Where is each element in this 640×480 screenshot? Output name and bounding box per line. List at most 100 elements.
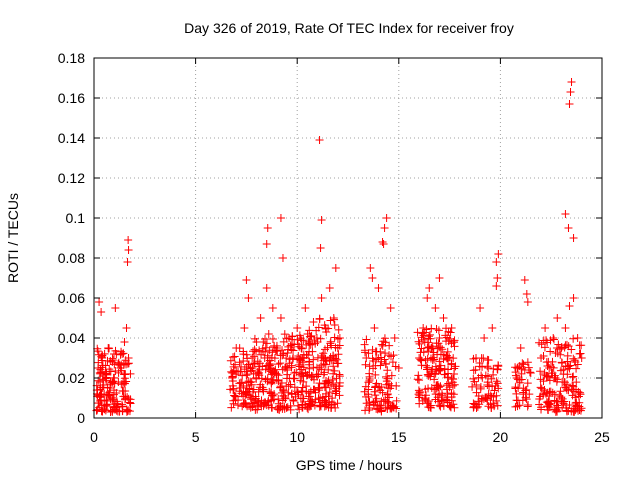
data-point <box>537 340 546 349</box>
data-point <box>325 356 334 365</box>
data-point <box>281 362 290 371</box>
data-point <box>451 362 460 371</box>
data-point <box>573 334 582 342</box>
data-point <box>416 355 425 364</box>
data-point <box>322 401 331 410</box>
data-point <box>447 324 456 332</box>
data-point <box>572 398 581 407</box>
data-point <box>427 344 436 352</box>
data-point <box>373 401 382 410</box>
data-point <box>543 402 552 411</box>
data-point <box>297 344 306 352</box>
data-point <box>430 355 439 364</box>
data-point <box>102 370 111 378</box>
data-point <box>484 402 493 411</box>
data-point <box>430 385 439 394</box>
data-point <box>295 342 304 351</box>
data-point <box>369 398 378 407</box>
data-point <box>299 336 308 345</box>
data-point <box>383 374 392 383</box>
data-point <box>523 402 532 411</box>
data-point <box>386 304 395 312</box>
data-point <box>335 334 344 342</box>
data-point <box>569 334 578 343</box>
data-point <box>265 361 274 370</box>
data-point <box>110 374 119 382</box>
data-point <box>108 358 117 366</box>
y-axis-label: ROTI / TECUs <box>5 193 21 283</box>
data-point <box>97 407 106 416</box>
data-point <box>512 374 521 382</box>
data-point <box>546 347 555 356</box>
data-point <box>106 384 115 392</box>
x-axis-label: GPS time / hours <box>296 457 403 473</box>
data-point <box>557 344 566 352</box>
data-point <box>293 324 302 332</box>
data-point <box>118 386 127 395</box>
data-point <box>492 377 501 386</box>
data-point <box>575 349 584 358</box>
data-point <box>285 374 294 383</box>
data-point <box>277 378 286 387</box>
data-point <box>441 331 450 340</box>
data-point <box>372 347 381 356</box>
data-point <box>490 386 499 395</box>
data-point <box>472 400 481 409</box>
data-point <box>543 362 552 371</box>
data-point <box>377 406 386 415</box>
data-point <box>431 304 440 312</box>
data-point <box>286 405 295 414</box>
data-point <box>494 384 503 393</box>
data-point <box>251 392 260 401</box>
data-point <box>371 391 380 400</box>
data-point <box>439 314 448 322</box>
data-point <box>98 363 107 372</box>
data-point <box>364 393 373 402</box>
data-point <box>252 373 261 382</box>
data-point <box>574 392 583 401</box>
data-point <box>307 331 316 340</box>
data-point <box>260 400 269 409</box>
data-point <box>242 378 251 387</box>
data-point <box>566 88 575 96</box>
data-point <box>475 358 484 367</box>
data-point <box>549 335 558 344</box>
data-point <box>381 349 390 358</box>
data-point <box>334 359 343 368</box>
data-point <box>266 367 275 376</box>
data-point <box>94 364 103 372</box>
data-point <box>375 404 384 413</box>
data-point <box>387 371 396 380</box>
data-point <box>428 344 437 353</box>
data-point <box>564 342 573 351</box>
data-point <box>96 385 105 394</box>
data-point <box>414 337 423 346</box>
data-point <box>329 362 338 371</box>
data-point <box>312 326 321 335</box>
data-point <box>317 365 326 374</box>
data-point <box>230 392 239 401</box>
data-point <box>103 356 112 365</box>
data-point <box>545 387 554 396</box>
data-point <box>285 334 294 342</box>
data-point <box>329 351 338 360</box>
data-point <box>96 378 105 386</box>
data-point <box>561 341 570 350</box>
data-point <box>254 387 263 396</box>
data-point <box>329 380 338 389</box>
data-point <box>468 382 477 391</box>
data-point <box>242 350 251 359</box>
data-point <box>235 358 244 367</box>
data-point <box>446 328 455 337</box>
data-point <box>124 246 133 254</box>
data-point <box>361 406 370 415</box>
data-point <box>333 344 342 352</box>
data-point <box>549 334 558 342</box>
data-point <box>523 358 532 367</box>
data-point <box>378 238 387 246</box>
data-point <box>246 403 255 412</box>
data-point <box>262 339 271 348</box>
data-point <box>114 378 123 386</box>
data-point <box>248 364 257 372</box>
data-point <box>381 360 390 369</box>
